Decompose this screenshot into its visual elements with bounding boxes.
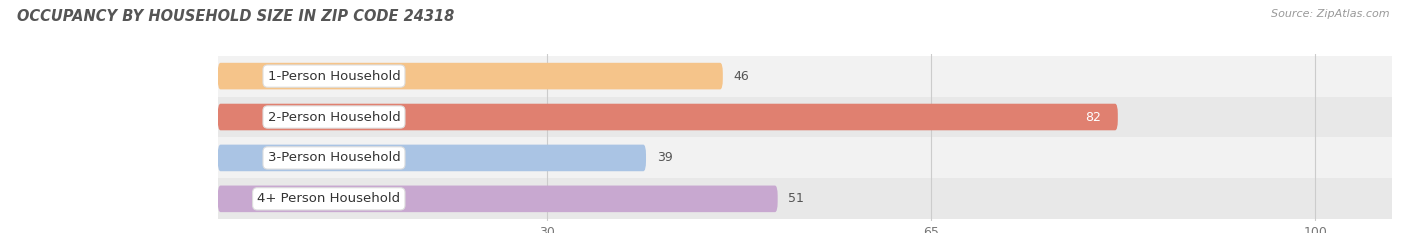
FancyBboxPatch shape (218, 63, 723, 89)
Text: OCCUPANCY BY HOUSEHOLD SIZE IN ZIP CODE 24318: OCCUPANCY BY HOUSEHOLD SIZE IN ZIP CODE … (17, 9, 454, 24)
Text: 82: 82 (1085, 110, 1101, 123)
Bar (218, 96, 1392, 137)
Text: 46: 46 (734, 70, 749, 82)
Text: 4+ Person Household: 4+ Person Household (257, 192, 401, 205)
FancyBboxPatch shape (218, 104, 1118, 130)
Text: 3-Person Household: 3-Person Household (267, 151, 401, 164)
Text: 2-Person Household: 2-Person Household (267, 110, 401, 123)
FancyBboxPatch shape (218, 185, 778, 212)
Text: Source: ZipAtlas.com: Source: ZipAtlas.com (1271, 9, 1389, 19)
Text: 51: 51 (789, 192, 804, 205)
Text: 39: 39 (657, 151, 672, 164)
Bar (218, 137, 1392, 178)
Bar (218, 178, 1392, 219)
Text: 1-Person Household: 1-Person Household (267, 70, 401, 82)
FancyBboxPatch shape (218, 145, 645, 171)
Bar (218, 56, 1392, 96)
